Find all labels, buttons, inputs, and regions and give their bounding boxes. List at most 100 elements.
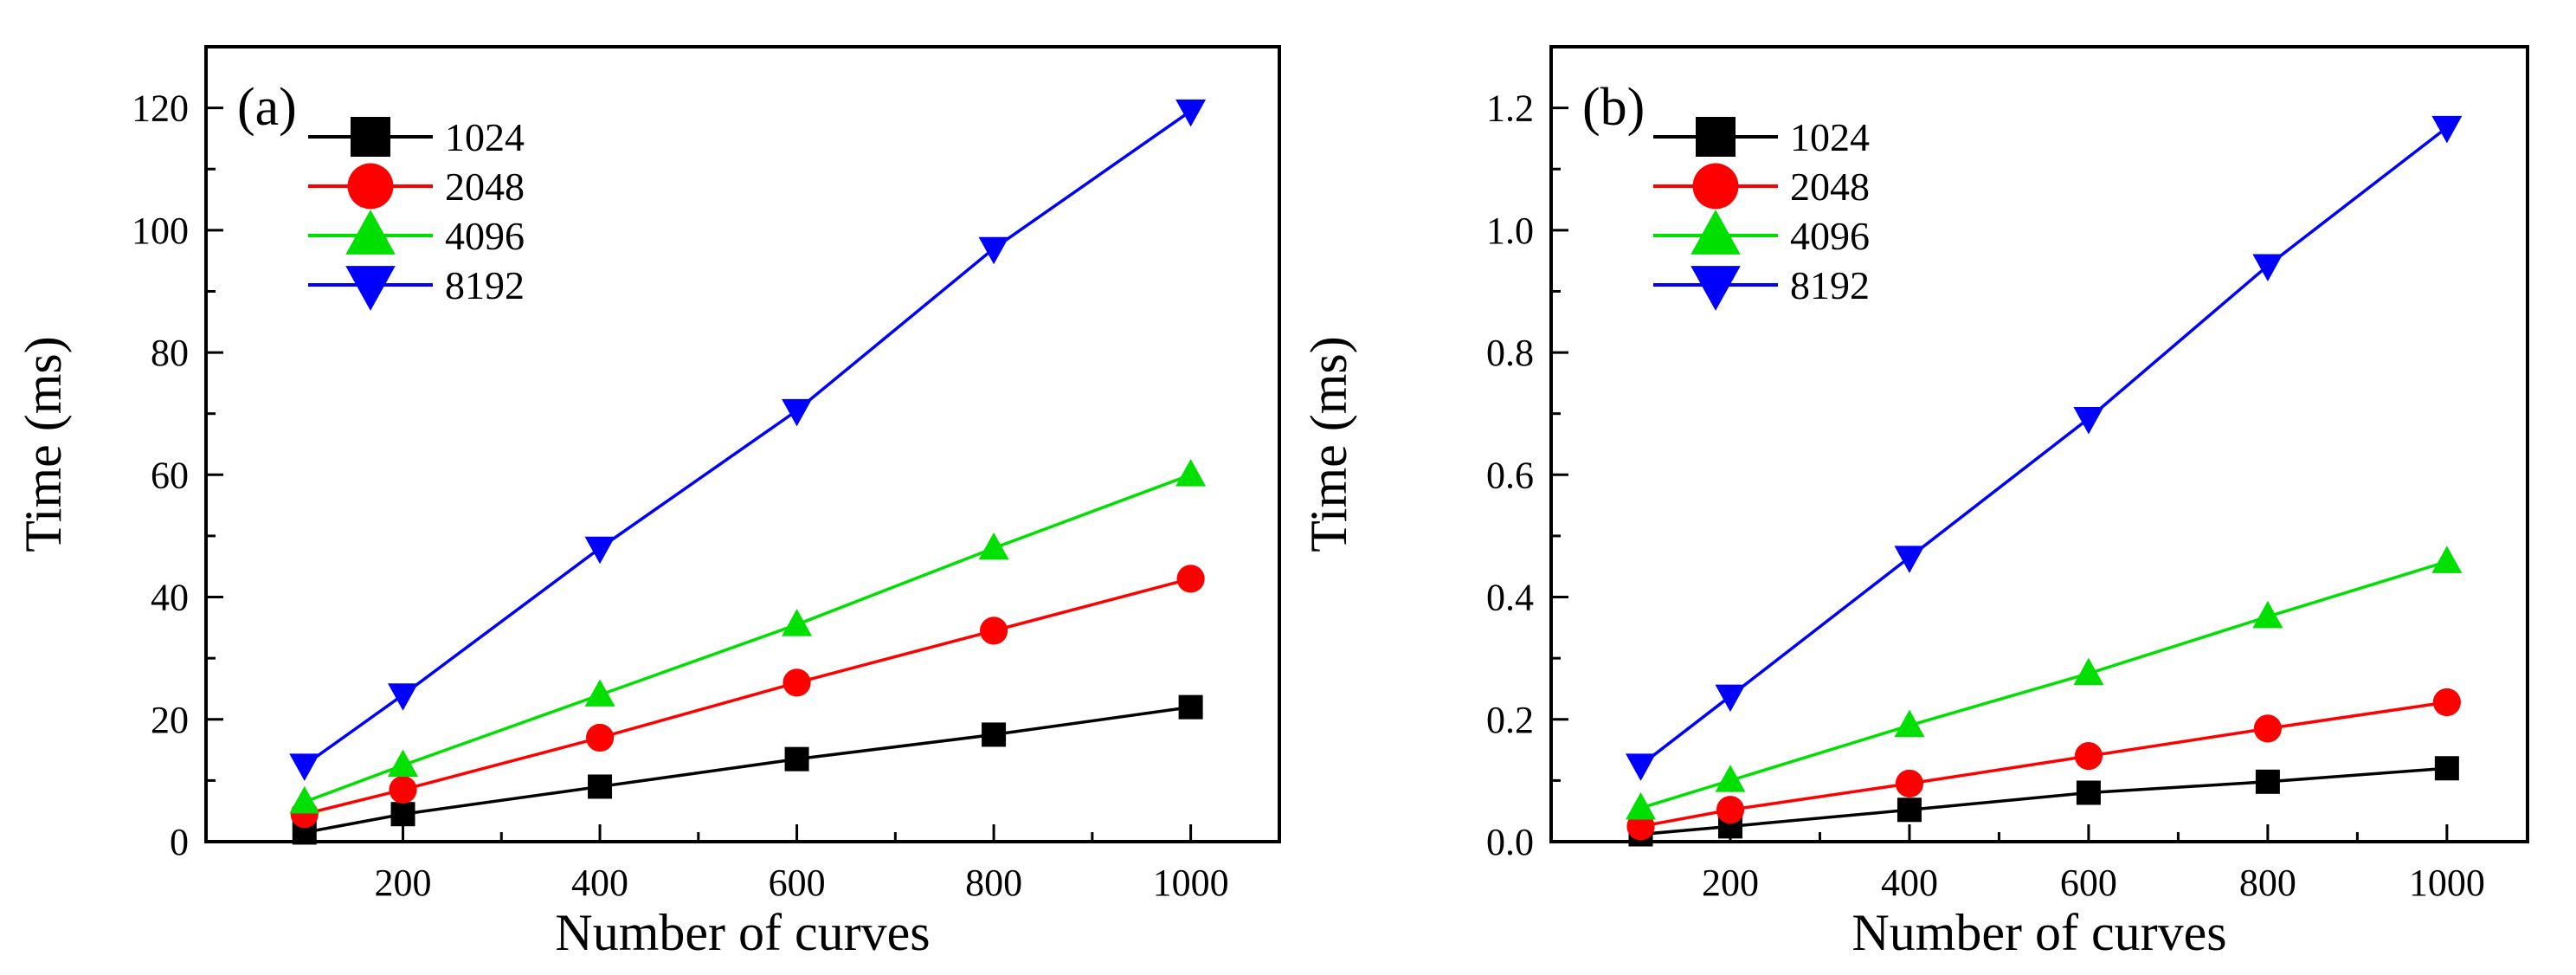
- x-tick-label: 600: [2060, 862, 2117, 904]
- data-point-2048: [1716, 796, 1745, 824]
- data-point-2048: [1176, 565, 1205, 593]
- series-line-2048: [304, 577, 1192, 816]
- data-point-8192: [2431, 115, 2463, 144]
- x-tick-label: 200: [1702, 862, 1759, 904]
- data-point-4096: [2431, 546, 2463, 573]
- data-point-1024: [2434, 756, 2459, 781]
- x-tick-label: 600: [769, 862, 826, 904]
- legend-marker-1024: [351, 117, 390, 157]
- data-point-2048: [2074, 742, 2103, 771]
- y-tick-label: 60: [151, 454, 189, 496]
- data-point-8192: [289, 753, 320, 781]
- data-point-4096: [1625, 791, 1656, 820]
- x-tick-label: 800: [965, 862, 1022, 904]
- y-tick-label: 80: [151, 332, 189, 374]
- legend-marker-4096: [345, 210, 396, 255]
- legend-label-8192: 8192: [445, 263, 525, 307]
- x-tick-label: 800: [2239, 862, 2296, 904]
- legend-label-1024: 1024: [445, 115, 525, 159]
- series-line-8192: [1639, 126, 2448, 767]
- data-point-4096: [1894, 709, 1925, 738]
- data-point-8192: [782, 398, 813, 427]
- plot-frame: [1549, 45, 2529, 843]
- legend-label-1024: 1024: [1790, 115, 1870, 159]
- data-point-2048: [782, 668, 811, 697]
- y-tick-label: 0.2: [1486, 699, 1534, 741]
- legend-label-4096: 4096: [1790, 214, 1870, 258]
- panel-label: (b): [1582, 78, 1645, 137]
- series-line-8192: [303, 109, 1192, 767]
- data-point-2048: [585, 723, 615, 752]
- chart-panel-a: 200 400 600 800 1000 0 20 40 60 80 100 120 Number of…: [15, 45, 1281, 961]
- series-line-1024: [1640, 766, 2447, 836]
- data-point-4096: [2073, 657, 2104, 686]
- data-point-8192: [1715, 684, 1746, 713]
- x-axis-title: Number of curves: [555, 904, 930, 961]
- x-tick-label: 400: [571, 862, 628, 904]
- y-tick-label: 1.0: [1486, 210, 1534, 252]
- data-point-1024: [588, 774, 613, 799]
- series-line-4096: [304, 473, 1192, 804]
- data-point-8192: [1894, 546, 1925, 573]
- plot-frame: [204, 45, 1281, 843]
- legend-marker-8192: [345, 266, 396, 311]
- legend-label-2048: 2048: [445, 165, 525, 209]
- y-tick-label: 20: [151, 699, 189, 741]
- data-point-4096: [978, 532, 1009, 560]
- y-tick-label: 0.0: [1486, 821, 1534, 863]
- data-point-8192: [2073, 407, 2104, 435]
- data-point-8192: [978, 236, 1009, 265]
- x-tick-label: 400: [1881, 862, 1938, 904]
- series-line-2048: [1640, 701, 2448, 829]
- data-point-4096: [289, 785, 320, 814]
- x-tick-label: 1000: [1153, 862, 1229, 904]
- data-point-4096: [584, 679, 615, 707]
- data-point-4096: [782, 609, 813, 636]
- data-point-8192: [1625, 753, 1656, 781]
- data-point-4096: [2252, 600, 2283, 629]
- data-point-1024: [982, 722, 1007, 747]
- legend-marker-1024: [1696, 117, 1736, 157]
- x-tick-label: 200: [375, 862, 432, 904]
- data-point-1024: [2076, 780, 2101, 805]
- data-point-2048: [2253, 714, 2282, 743]
- data-point-4096: [388, 749, 419, 778]
- data-point-2048: [1895, 769, 1924, 798]
- chart-panel-b: 200 400 600 800 1000 0.0 0.2 0.4 0.6 0.8 1.0 1.2 Num…: [1300, 45, 2529, 961]
- data-point-8192: [1175, 99, 1207, 127]
- legend-marker-8192: [1690, 266, 1741, 311]
- series-line-1024: [304, 705, 1191, 835]
- data-point-1024: [2255, 769, 2280, 794]
- x-tick-label: 1000: [2409, 862, 2485, 904]
- legend-marker-2048: [347, 163, 394, 210]
- data-point-8192: [388, 683, 419, 711]
- legend-marker-2048: [1692, 163, 1739, 210]
- data-point-1024: [1178, 694, 1203, 720]
- legend-label-8192: 8192: [1790, 263, 1870, 307]
- y-tick-label: 0.6: [1486, 454, 1534, 496]
- y-tick-label: 0.4: [1486, 577, 1534, 619]
- data-point-8192: [584, 536, 615, 565]
- y-tick-label: 0: [170, 821, 189, 863]
- data-point-2048: [2432, 688, 2461, 717]
- legend-label-4096: 4096: [445, 214, 525, 258]
- y-tick-label: 1.2: [1486, 87, 1534, 130]
- data-point-4096: [1175, 459, 1207, 487]
- legend-label-2048: 2048: [1790, 165, 1870, 209]
- data-point-1024: [1897, 797, 1922, 823]
- y-axis-title: Time (ms): [1300, 336, 1357, 552]
- data-point-1024: [784, 746, 809, 772]
- data-point-1024: [390, 802, 415, 827]
- series-line-4096: [1639, 559, 2448, 810]
- data-point-8192: [2252, 254, 2283, 282]
- y-tick-label: 120: [132, 87, 189, 130]
- y-tick-label: 100: [132, 210, 189, 252]
- panel-label: (a): [237, 78, 297, 137]
- data-point-2048: [979, 617, 1008, 645]
- y-tick-label: 40: [151, 577, 189, 619]
- y-axis-title: Time (ms): [15, 336, 72, 552]
- y-tick-label: 0.8: [1486, 332, 1534, 374]
- data-point-4096: [1715, 765, 1746, 792]
- x-axis-title: Number of curves: [1852, 904, 2226, 961]
